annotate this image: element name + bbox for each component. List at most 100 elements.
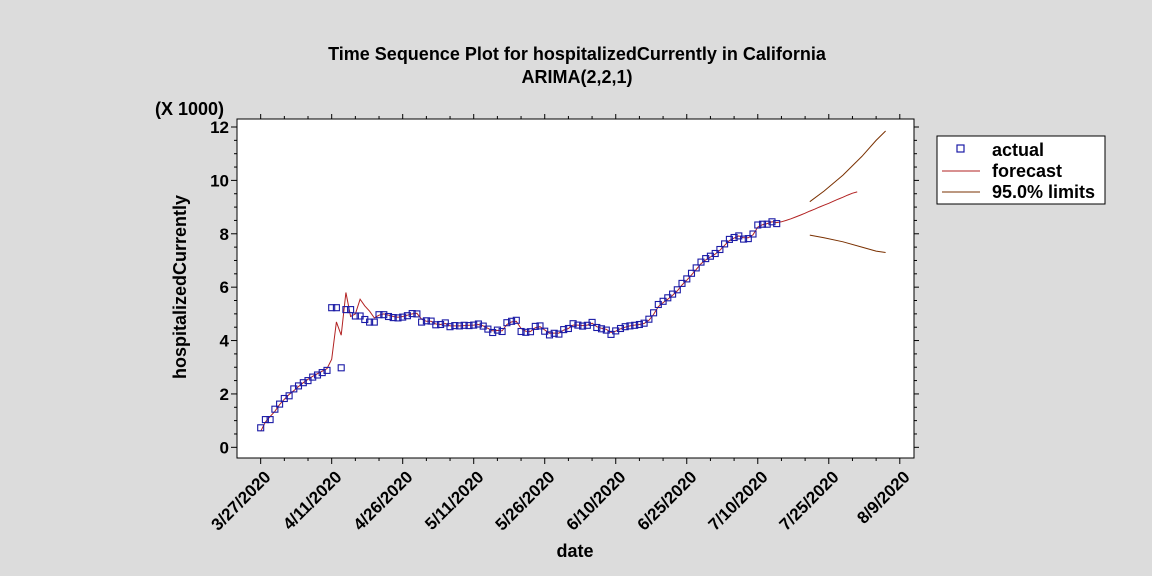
actual-point — [522, 328, 530, 336]
actual-point — [389, 314, 397, 322]
y-multiplier-label: (X 1000) — [155, 99, 224, 119]
actual-point — [432, 321, 440, 329]
actual-point — [418, 318, 426, 326]
x-tick-label: 5/11/2020 — [421, 467, 487, 533]
actual-point — [555, 330, 563, 338]
actual-point — [503, 319, 511, 327]
actual-point — [446, 323, 454, 331]
actual-point — [749, 230, 757, 238]
actual-point — [498, 327, 506, 336]
actual-point — [328, 304, 336, 312]
actual-point — [692, 264, 700, 272]
actual-point — [673, 286, 681, 294]
x-tick-label: 3/27/2020 — [208, 467, 275, 534]
x-tick-label: 5/26/2020 — [492, 467, 559, 534]
actual-point — [678, 279, 686, 287]
legend-box — [936, 135, 1106, 205]
actual-point — [687, 269, 696, 277]
actual-point — [640, 319, 648, 327]
actual-point — [754, 221, 762, 229]
actual-point — [460, 321, 468, 329]
actual-point — [616, 324, 625, 333]
actual-point — [266, 416, 274, 424]
actual-point — [408, 310, 416, 318]
legend-actual-marker — [956, 144, 965, 153]
actual-point — [683, 275, 691, 283]
actual-point — [413, 310, 421, 318]
actual-point — [261, 416, 269, 424]
actual-point — [257, 424, 265, 432]
legend-actual-label: actual — [992, 140, 1044, 160]
x-tick-label: 6/25/2020 — [634, 467, 701, 534]
actual-point — [451, 322, 459, 330]
x-tick-label: 4/26/2020 — [350, 467, 417, 534]
x-tick-label: 7/25/2020 — [776, 467, 843, 534]
actual-point — [545, 331, 554, 339]
actual-point — [366, 318, 374, 326]
legend-forecast-label: forecast — [992, 161, 1062, 181]
actual-point — [645, 315, 653, 323]
actual-point — [493, 326, 501, 334]
limits-series — [809, 130, 886, 253]
actual-point — [560, 326, 568, 334]
actual-point — [332, 304, 340, 312]
actual-point — [564, 324, 572, 333]
actual-point — [323, 366, 331, 374]
actual-point — [276, 400, 284, 408]
lower-limit-line — [809, 234, 886, 253]
actual-point — [370, 318, 378, 326]
actual-point — [422, 317, 430, 325]
actual-point — [526, 328, 535, 336]
actual-point — [740, 235, 748, 243]
chart-subtitle: ARIMA(2,2,1) — [521, 67, 632, 87]
actual-point — [271, 405, 279, 413]
y-tick-label: 12 — [210, 118, 229, 137]
actual-point — [474, 320, 482, 328]
x-axis-label: date — [556, 541, 593, 561]
actual-point — [351, 312, 359, 320]
actual-point — [470, 321, 478, 329]
actual-point — [569, 320, 577, 328]
actual-point — [768, 218, 776, 226]
upper-limit-line — [809, 130, 886, 203]
actual-point — [337, 364, 345, 372]
actual-point — [612, 327, 620, 335]
actual-point — [347, 306, 355, 314]
actual-point — [650, 309, 658, 317]
actual-point — [725, 235, 733, 243]
actual-point — [631, 321, 639, 329]
actual-point — [384, 312, 393, 321]
actual-point — [403, 312, 411, 320]
actual-point — [716, 245, 724, 254]
actual-point — [635, 320, 643, 329]
y-tick-label: 6 — [220, 278, 229, 297]
actual-point — [579, 322, 587, 330]
actual-point — [375, 311, 383, 319]
actual-point — [669, 290, 677, 298]
x-tick-label: 7/10/2020 — [705, 467, 772, 534]
actual-point — [380, 311, 388, 319]
plot-area — [236, 118, 915, 459]
actual-point — [744, 235, 752, 243]
actual-point — [512, 316, 520, 324]
actual-point — [773, 220, 781, 228]
actual-point — [597, 325, 606, 333]
x-tick-label: 8/9/2020 — [853, 467, 913, 527]
actual-point — [318, 369, 326, 377]
actual-point — [621, 323, 629, 331]
actual-point — [664, 294, 672, 302]
actual-point — [626, 322, 634, 330]
actual-point — [299, 379, 307, 387]
actual-point — [342, 306, 350, 314]
actual-point — [541, 327, 549, 335]
actual-point — [531, 322, 539, 330]
y-tick-label: 10 — [210, 171, 229, 190]
actual-point — [399, 313, 407, 321]
forecast-series — [260, 191, 858, 432]
actual-point — [536, 322, 544, 330]
chart-title: Time Sequence Plot for hospitalizedCurre… — [328, 44, 827, 64]
actual-point — [489, 328, 497, 337]
y-tick-label: 4 — [220, 332, 230, 351]
forecast-line — [260, 191, 858, 432]
